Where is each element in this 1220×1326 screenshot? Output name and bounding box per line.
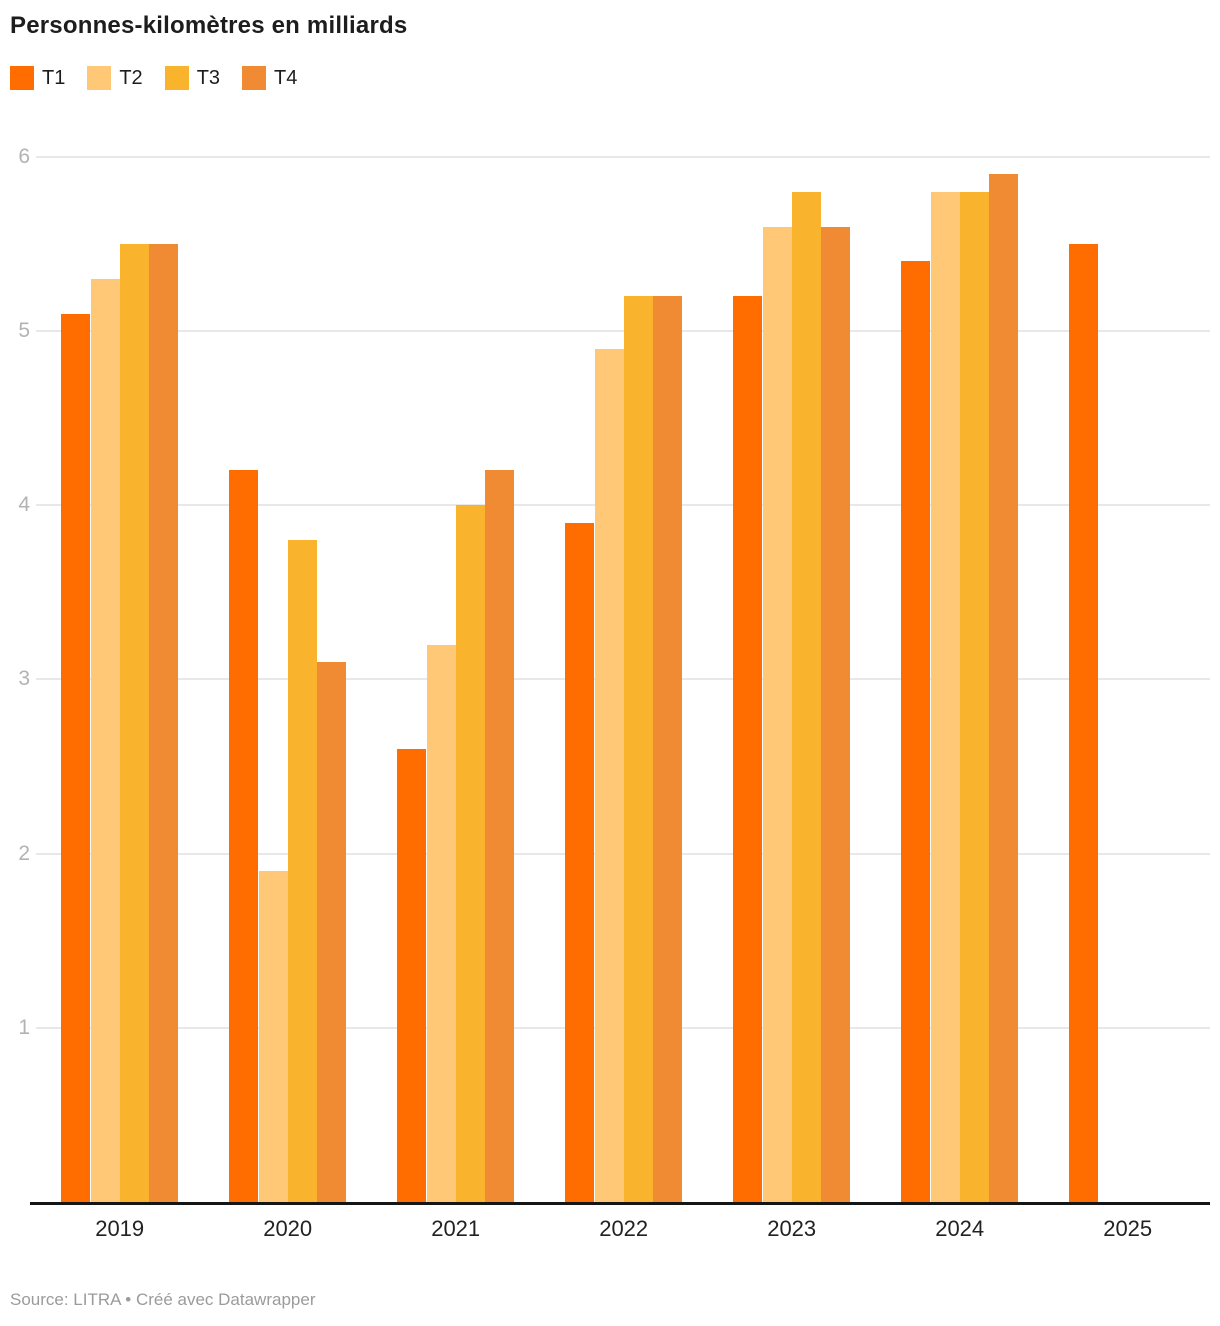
y-axis-label-5: 5 (18, 319, 30, 343)
y-axis-label-3: 3 (18, 667, 30, 691)
bar-2021-t4[interactable] (484, 470, 515, 1202)
x-axis-label-2019: 2019 (95, 1216, 145, 1241)
bar-2019-t3[interactable] (119, 244, 149, 1202)
source-attribution: Source: LITRA • Créé avec Datawrapper (10, 1290, 316, 1309)
legend-swatch-t4-icon (242, 66, 267, 90)
y-axis-label-2: 2 (18, 841, 30, 865)
chart-title: Personnes-kilomètres en milliards (10, 12, 408, 39)
legend-swatch-t2-icon (87, 66, 112, 90)
legend-item-t1: T1 (10, 66, 65, 90)
x-axis-label-2021: 2021 (431, 1216, 481, 1241)
bar-2021-t3[interactable] (455, 505, 485, 1202)
bar-2022-t3[interactable] (623, 296, 653, 1202)
bar-2024-t3[interactable] (959, 192, 989, 1202)
bar-2020-t1[interactable] (229, 470, 259, 1202)
bar-2019-t1[interactable] (61, 314, 91, 1202)
bar-2022-t1[interactable] (565, 523, 595, 1202)
gridline-5 (36, 330, 1210, 333)
bar-2020-t4[interactable] (316, 662, 347, 1202)
bar-2024-t4[interactable] (988, 174, 1019, 1202)
bar-2019-t4[interactable] (148, 244, 179, 1202)
y-axis-label-6: 6 (18, 144, 30, 168)
legend-item-t3: T3 (164, 66, 221, 90)
legend-label-t4: T4 (274, 66, 298, 89)
bar-2024-t1[interactable] (901, 261, 931, 1202)
bar-2023-t4[interactable] (820, 227, 851, 1202)
x-axis-label-2025: 2025 (1103, 1216, 1153, 1241)
bar-2020-t3[interactable] (287, 540, 317, 1202)
legend-item-t4: T4 (242, 66, 297, 90)
y-axis-label-1: 1 (18, 1015, 30, 1039)
bar-2023-t2[interactable] (762, 227, 792, 1202)
legend-item-t2: T2 (87, 66, 143, 90)
x-axis-label-2022: 2022 (599, 1216, 649, 1241)
x-axis-line (30, 1202, 1210, 1205)
x-axis-label-2020: 2020 (263, 1216, 313, 1241)
bar-2023-t1[interactable] (733, 296, 763, 1202)
bar-2021-t2[interactable] (426, 645, 456, 1202)
bar-2021-t1[interactable] (397, 749, 427, 1202)
legend-label-t1: T1 (42, 66, 66, 89)
y-axis-label-4: 4 (18, 493, 30, 517)
x-axis-label-2023: 2023 (767, 1216, 817, 1241)
legend-label-t3: T3 (196, 66, 221, 89)
legend: T1 T2 T3 T4 (10, 66, 297, 90)
legend-swatch-t1-icon (10, 66, 34, 90)
bar-2020-t2[interactable] (258, 871, 288, 1202)
legend-label-t2: T2 (119, 66, 143, 89)
bar-2024-t2[interactable] (930, 192, 960, 1202)
x-axis-label-2024: 2024 (935, 1216, 985, 1241)
bar-2019-t2[interactable] (90, 279, 120, 1202)
bar-2023-t3[interactable] (791, 192, 821, 1202)
bar-2025-t1[interactable] (1069, 244, 1099, 1202)
legend-swatch-t3-icon (164, 66, 189, 90)
gridline-6 (36, 155, 1210, 158)
bar-2022-t4[interactable] (652, 296, 683, 1202)
bar-2022-t2[interactable] (594, 349, 624, 1202)
